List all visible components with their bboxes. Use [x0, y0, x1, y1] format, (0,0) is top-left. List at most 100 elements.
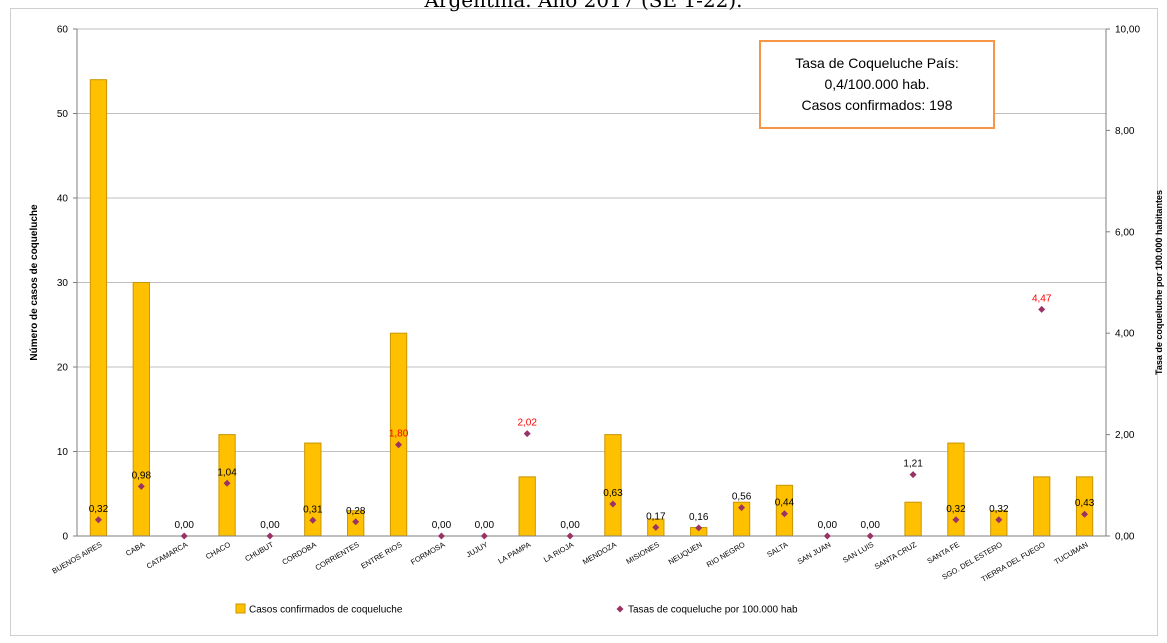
rate-label: 0,56 — [732, 492, 752, 503]
x-tick-label: SANTA FE — [926, 540, 961, 566]
y-axis-title: Número de casos de coqueluche — [29, 204, 40, 361]
rate-point — [480, 532, 488, 540]
y2-tick-label: 4,00 — [1115, 329, 1135, 340]
rate-point — [909, 471, 917, 479]
rate-label: 0,98 — [132, 470, 152, 481]
y2-tick-label: 8,00 — [1115, 126, 1135, 137]
x-tick-label: SAN JUAN — [796, 540, 833, 566]
rate-series — [94, 305, 1089, 540]
rate-label: 1,21 — [903, 459, 923, 470]
x-tick-label: TUCUMAN — [1053, 540, 1090, 567]
rate-label: 0,63 — [603, 488, 623, 499]
rate-label: 0,16 — [689, 512, 709, 523]
x-tick-label: NEUQUEN — [667, 540, 704, 567]
rate-label: 0,32 — [89, 504, 109, 515]
bar — [89, 79, 108, 537]
info-box: Tasa de Coqueluche País: 0,4/100.000 hab… — [759, 40, 995, 129]
bar-series — [89, 79, 1094, 537]
legend-swatch-cases — [235, 603, 246, 614]
rate-point — [180, 532, 188, 540]
rate-point — [823, 532, 831, 540]
rate-point — [223, 479, 231, 487]
rate-point — [523, 430, 531, 438]
rate-label: 0,43 — [1075, 498, 1095, 509]
y-tick-label: 10 — [57, 447, 69, 458]
x-tick-label: CORDOBA — [280, 540, 317, 567]
x-tick-label: ENTRE RIOS — [359, 540, 403, 571]
chart-title-fragment: Argentina. Año 2017 (SE 1-22). — [424, 0, 743, 12]
rate-point — [566, 532, 574, 540]
y-tick-label: 20 — [57, 363, 69, 374]
rate-label: 0,00 — [174, 520, 194, 531]
rate-label: 0,28 — [346, 506, 366, 517]
rate-point — [866, 532, 874, 540]
x-tick-label: BUENOS AIRES — [51, 540, 104, 576]
rate-label: 0,32 — [946, 504, 966, 515]
rate-point — [738, 504, 746, 512]
bar — [1033, 476, 1051, 537]
x-tick-label: LA PAMPA — [497, 540, 533, 566]
x-tick-label: MISIONES — [625, 540, 661, 566]
x-tick-label: CHUBUT — [243, 540, 275, 564]
rate-label: 0,44 — [775, 498, 795, 509]
rate-point — [437, 532, 445, 540]
data-labels: 0,32 0,98 0,00 1,04 0,00 0,31 0,28 1,80 0,00 0,00… — [89, 293, 1095, 531]
rate-point — [137, 482, 145, 490]
rate-point — [609, 500, 617, 508]
legend-label-cases: Casos confirmados de coqueluche — [249, 605, 403, 616]
bar — [132, 282, 150, 537]
x-tick-label: FORMOSA — [409, 540, 446, 567]
info-line-cases: Casos confirmados: 198 — [801, 97, 953, 113]
rate-label: 0,32 — [989, 504, 1009, 515]
rate-label: 0,00 — [818, 520, 838, 531]
x-tick-label: SAN LUIS — [841, 540, 875, 565]
rate-point — [94, 516, 102, 524]
y2-axis-title: Tasa de coqueluche por 100.000 habitante… — [1154, 190, 1164, 375]
x-tick-label: LA RIOJA — [542, 540, 575, 564]
rate-point — [395, 441, 403, 449]
rate-point — [952, 516, 960, 524]
info-line-rate-value: 0,4/100.000 hab. — [824, 76, 930, 92]
rate-point — [995, 516, 1003, 524]
rate-point — [652, 523, 660, 531]
y-tick-label: 30 — [57, 278, 69, 289]
rate-label: 2,02 — [517, 418, 537, 429]
y2-tick-label: 10,00 — [1115, 25, 1140, 36]
rate-point — [695, 524, 703, 532]
rate-label: 1,04 — [217, 467, 237, 478]
x-tick-label: SANTA CRUZ — [873, 540, 919, 571]
x-tick-label: RIO NEGRO — [705, 540, 747, 569]
x-tick-label: MENDOZA — [581, 540, 618, 567]
info-line-rate-title: Tasa de Coqueluche País: — [795, 55, 959, 71]
rate-label: 0,00 — [432, 520, 452, 531]
legend-swatch-rate — [616, 605, 624, 613]
rate-point — [309, 516, 317, 524]
rate-label: 0,00 — [475, 520, 495, 531]
y-tick-label: 60 — [57, 25, 69, 36]
y2-tick-label: 2,00 — [1115, 430, 1135, 441]
rate-label: 0,31 — [303, 504, 323, 515]
rate-point — [1038, 305, 1046, 313]
x-tick-label: JUJUY — [465, 540, 490, 559]
rate-label: 4,47 — [1032, 293, 1052, 304]
bar — [518, 476, 536, 537]
x-tick-label: CORRIENTES — [314, 540, 361, 572]
rate-point — [1081, 510, 1089, 518]
rate-point — [266, 532, 274, 540]
rate-label: 0,17 — [646, 511, 666, 522]
rate-label: 0,00 — [860, 520, 880, 531]
rate-label: 0,00 — [260, 520, 280, 531]
rate-label: 1,80 — [389, 429, 409, 440]
bar — [604, 434, 622, 537]
y2-tick-label: 0,00 — [1115, 532, 1135, 543]
x-tick-label: CABA — [124, 540, 146, 558]
legend: Casos confirmados de coqueluche Tasas de … — [235, 603, 798, 616]
x-tick-label: SALTA — [765, 540, 789, 559]
y-tick-label: 50 — [57, 109, 69, 120]
rate-label: 0,00 — [560, 520, 580, 531]
y-tick-label: 40 — [57, 194, 69, 205]
x-tick-label: CATAMARCA — [145, 540, 189, 571]
rate-point — [352, 518, 360, 526]
legend-label-rate: Tasas de coqueluche por 100.000 hab — [628, 605, 798, 616]
